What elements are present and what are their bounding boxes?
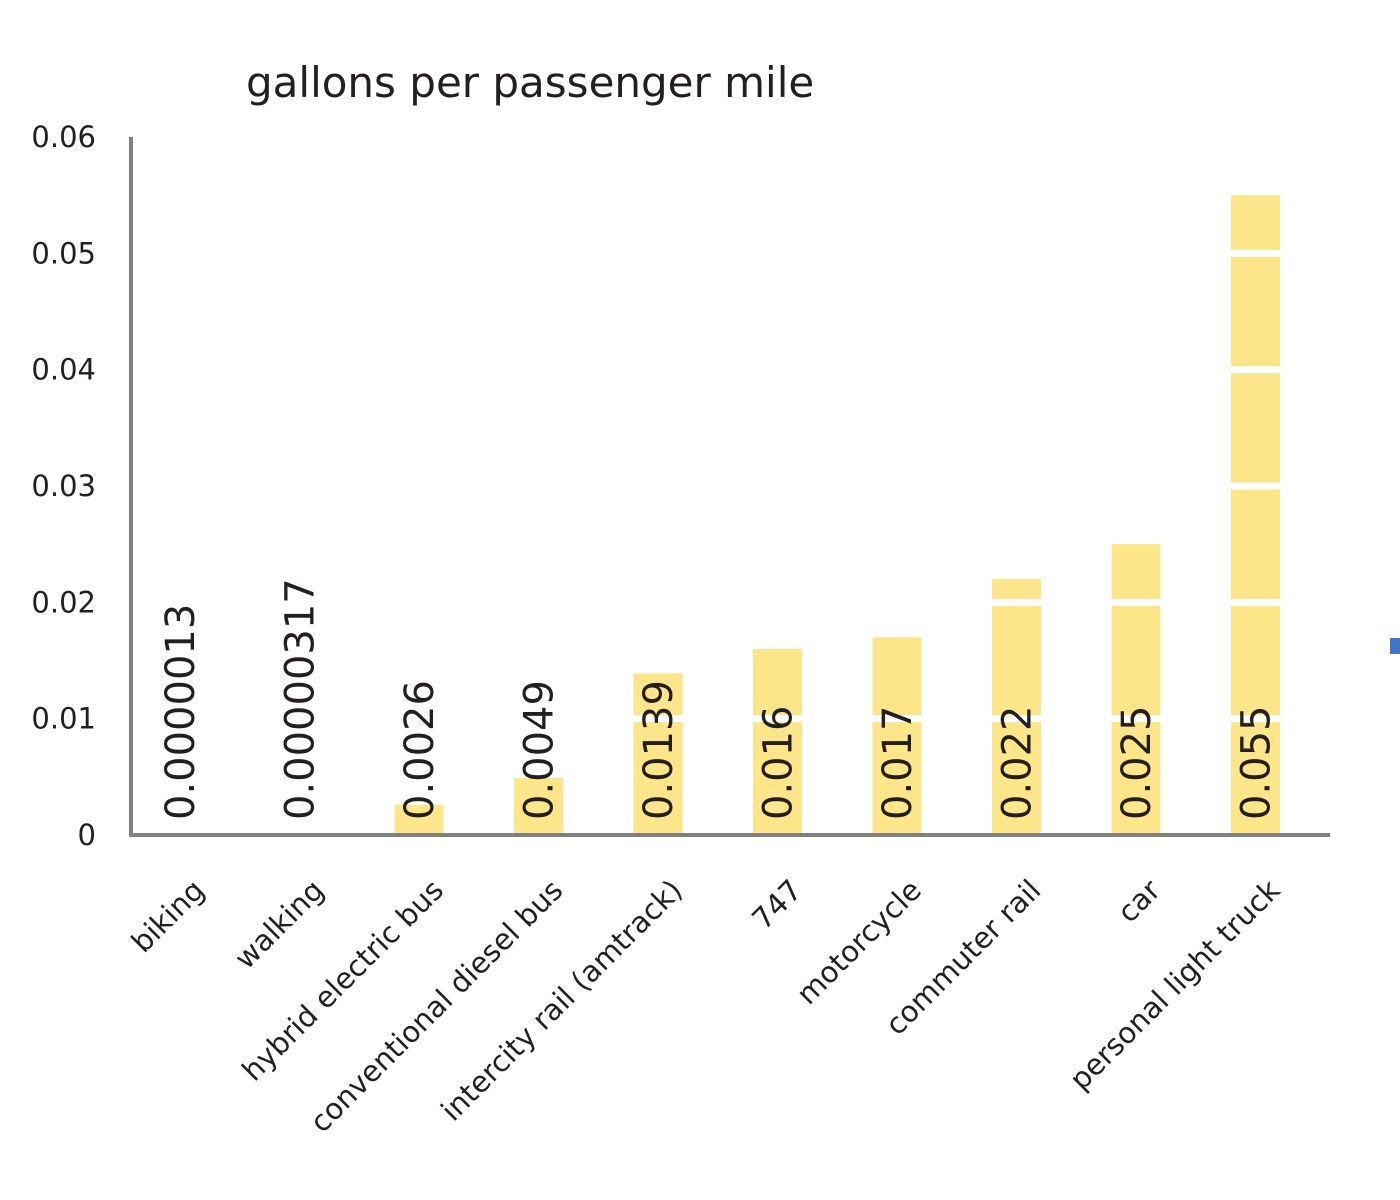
y-tick-label-3: 0.03 — [31, 469, 96, 503]
category-label-1: walking — [228, 873, 331, 976]
y-tick-label-1: 0.01 — [31, 702, 96, 736]
bar-2 — [394, 804, 444, 835]
bar-9 — [1231, 195, 1280, 835]
axes-layer — [129, 137, 1330, 837]
legend-marker-layer — [1390, 638, 1400, 654]
y-tick-label-2: 0.02 — [31, 585, 96, 619]
bar-8 — [1111, 544, 1161, 835]
bar-5 — [753, 648, 802, 835]
y-tick-label-5: 0.05 — [31, 236, 96, 270]
data-label-0: 0.0000013 — [158, 604, 204, 820]
data-label-4: 0.0139 — [636, 680, 682, 820]
category-label-5: 747 — [745, 873, 808, 936]
bar-7 — [992, 579, 1041, 835]
data-label-3: 0.0049 — [517, 680, 563, 820]
data-label-7: 0.022 — [995, 705, 1041, 820]
category-label-0: biking — [125, 873, 211, 959]
category-label-8: car — [1111, 873, 1167, 929]
y-tick-label-0: 0 — [78, 818, 96, 852]
bar-6 — [872, 637, 922, 835]
data-label-6: 0.017 — [875, 705, 921, 820]
y-tick-label-4: 0.04 — [31, 353, 96, 387]
data-label-8: 0.025 — [1114, 705, 1160, 820]
gridline-gaps-layer — [133, 249, 1330, 723]
y-tick-labels: 0 0.01 0.02 0.03 0.04 0.05 0.06 — [31, 120, 96, 852]
category-label-4: intercity rail (amtrack) — [434, 873, 689, 1128]
bar-4 — [633, 673, 683, 835]
data-label-5: 0.016 — [756, 705, 802, 820]
bars-layer — [155, 195, 1280, 835]
data-labels: 0.0000013 0.00000317 0.0026 0.0049 0.0139 0.0… — [158, 578, 1280, 820]
bar-3 — [514, 777, 563, 835]
category-label-2: hybrid electric bus — [235, 873, 450, 1088]
data-label-2: 0.0026 — [397, 680, 443, 820]
category-label-9: personal light truck — [1063, 873, 1287, 1097]
data-label-9: 0.055 — [1234, 705, 1280, 820]
y-tick-label-6: 0.06 — [31, 120, 96, 154]
legend-marker — [1390, 638, 1400, 654]
category-label-3: conventional diesel bus — [303, 873, 569, 1139]
chart-title: gallons per passenger mile — [246, 58, 815, 107]
data-label-1: 0.00000317 — [278, 578, 324, 820]
